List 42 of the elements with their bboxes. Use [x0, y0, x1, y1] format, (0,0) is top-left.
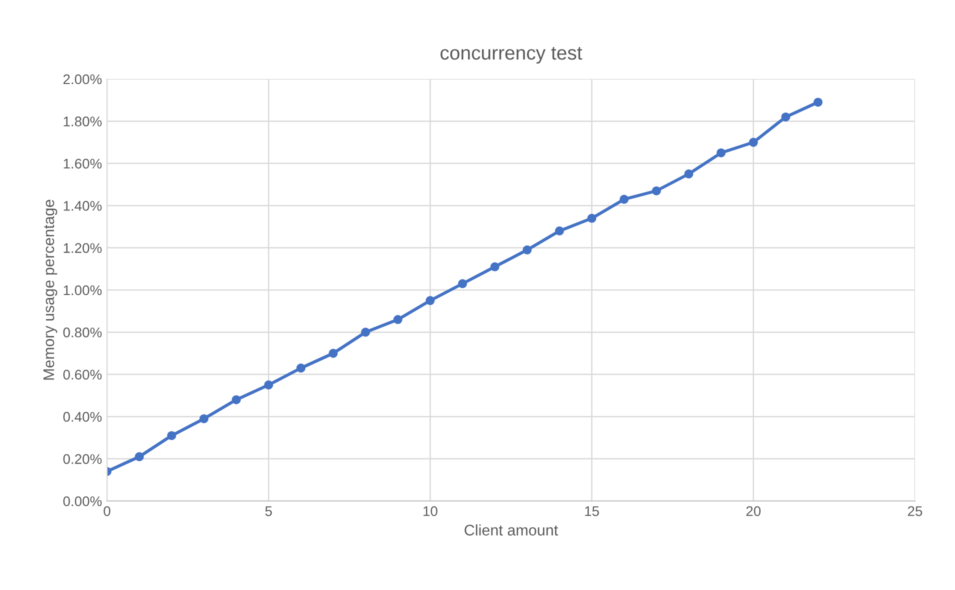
point	[167, 431, 176, 440]
point	[684, 169, 694, 178]
point	[814, 98, 823, 107]
y-axis-title: Memory usage percentage	[44, 200, 58, 380]
point	[296, 364, 306, 373]
x-tick-label: 0	[104, 506, 110, 516]
y-tick-label: 0.20%	[63, 454, 102, 464]
y-tick-label: 1.80%	[64, 116, 102, 126]
y-tick-label: 1.60%	[64, 158, 102, 169]
point	[232, 395, 241, 404]
point	[748, 138, 758, 147]
point	[328, 348, 338, 358]
y-tick-label: 0.40%	[63, 412, 102, 422]
point	[554, 226, 564, 236]
y-tick-label: 1.20%	[64, 243, 102, 253]
point	[134, 452, 144, 462]
point	[458, 279, 468, 288]
y-tick-label: 2.00%	[63, 74, 102, 84]
y-tick-label: 1.00%	[64, 285, 102, 296]
x-tick-label: 15	[585, 506, 599, 516]
point	[264, 380, 274, 390]
chart-title: concurrency test	[440, 46, 582, 64]
point	[716, 148, 726, 158]
x-tick-label: 20	[746, 506, 761, 516]
point	[490, 262, 500, 272]
point	[587, 214, 596, 223]
x-tick-label: 25	[908, 506, 922, 516]
x-tick-label: 10	[424, 506, 438, 516]
point	[522, 245, 532, 254]
point	[393, 315, 402, 324]
x-axis-title: Client amount	[464, 524, 558, 536]
point	[781, 112, 790, 122]
y-tick-label: 0.00%	[63, 496, 102, 506]
point	[199, 414, 208, 424]
point	[361, 328, 370, 337]
y-tick-label: 0.60%	[63, 370, 102, 380]
y-tick-label: 0.80%	[63, 328, 102, 338]
y-tick-label: 1.40%	[64, 200, 102, 211]
point	[620, 194, 629, 204]
point	[426, 296, 435, 306]
x-tick-label: 5	[265, 506, 272, 516]
point	[652, 186, 661, 196]
